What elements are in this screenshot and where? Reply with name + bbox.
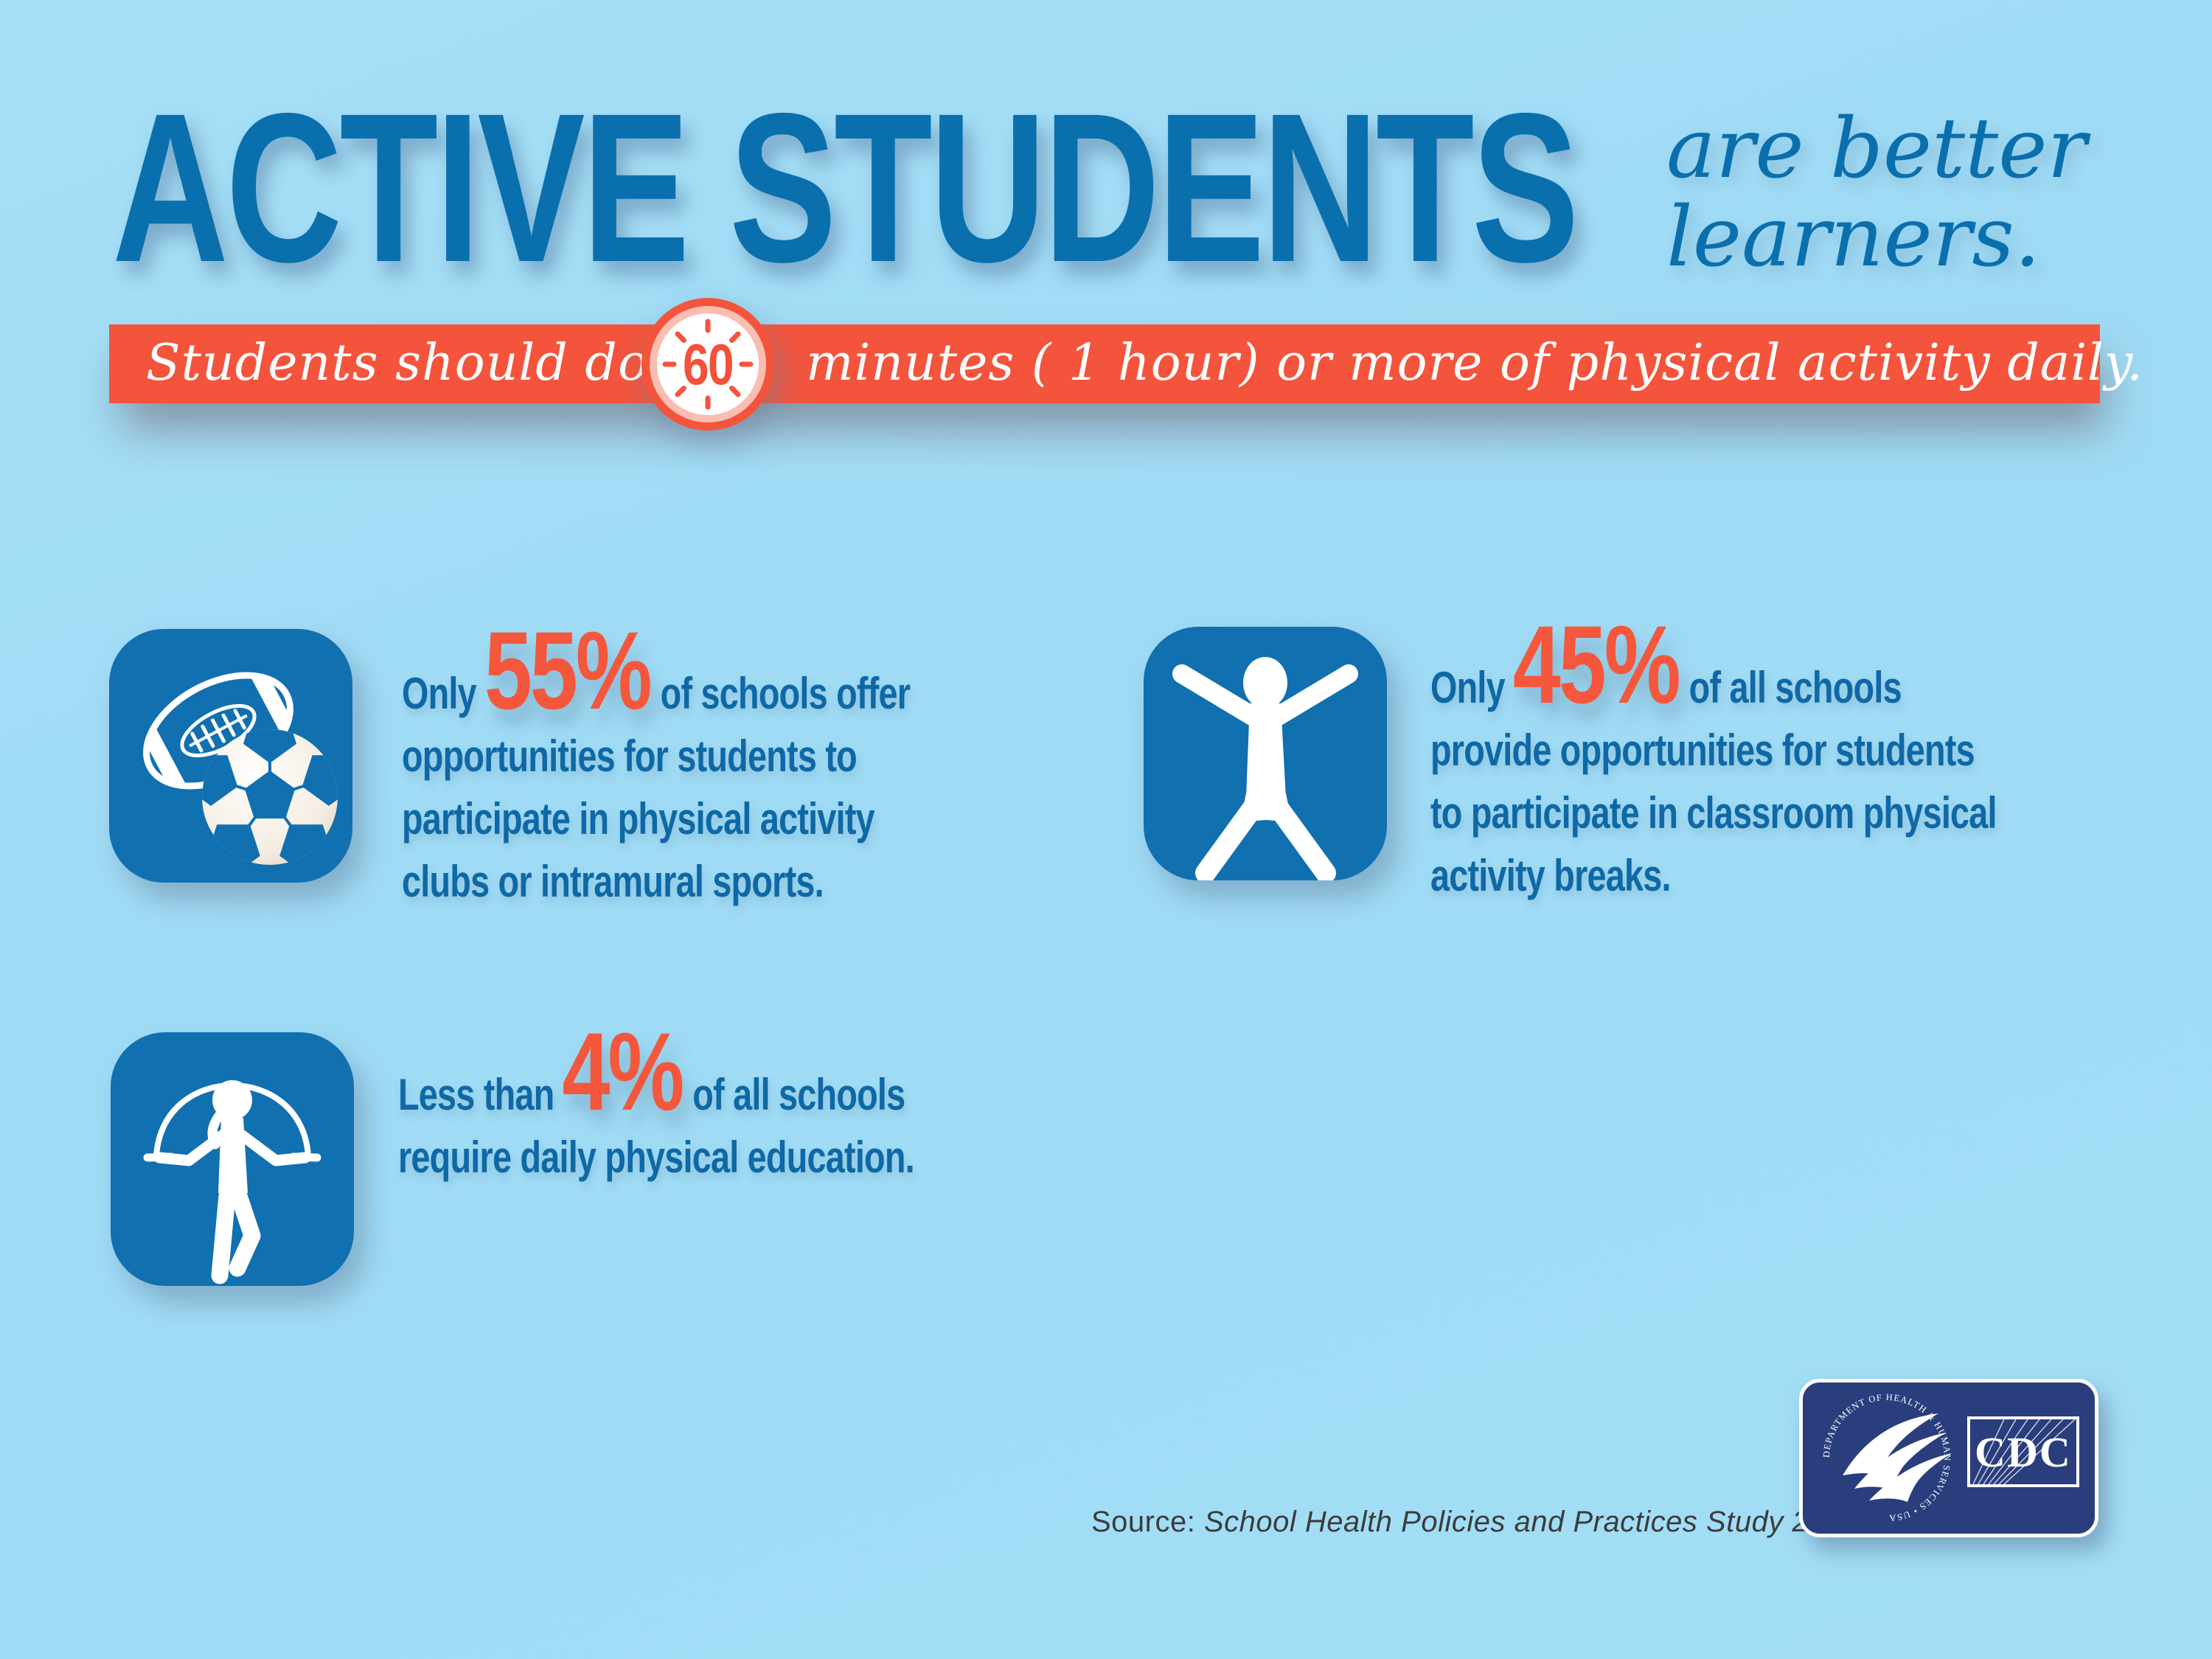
cdc-logo: DEPARTMENT OF HEALTH & HUMAN SERVICES • … (1799, 1379, 2098, 1537)
banner-lead-text: Students should do (146, 333, 649, 392)
stat-prefix: Less than (398, 1070, 554, 1119)
stat-line: of schools offer (660, 669, 911, 718)
stat-line: participate in physical activity (402, 794, 875, 844)
stat-line: clubs or intramural sports. (402, 857, 824, 906)
stat-line: opportunities for students to (402, 731, 858, 781)
stat-line: of all schools (1688, 663, 1902, 712)
clock-minutes-value: 60 (683, 331, 734, 397)
stat-prefix: Only (402, 669, 477, 718)
stat-daily-pe-text: Less than4% of all schools require daily … (398, 1016, 1085, 1189)
jumping-jack-icon (1172, 657, 1358, 880)
recommendation-banner: Students should do minutes ( 1 hour) or … (109, 298, 2143, 431)
source-text: School Health Policies and Practices Stu… (1203, 1506, 1860, 1538)
stat-line: provide opportunities for students (1430, 726, 1975, 775)
stat-activity-breaks-text: Only45% of all schools provide opportunit… (1430, 609, 2118, 907)
stat-prefix: Only (1430, 663, 1506, 712)
source-label: Source: (1091, 1506, 1196, 1538)
cdc-rays (1972, 1419, 2076, 1484)
stat-value: 45% (1512, 602, 1681, 726)
hhs-eagle-icon: DEPARTMENT OF HEALTH & HUMAN SERVICES • … (1821, 1392, 1952, 1523)
page-tagline: are better learners. (1666, 105, 2087, 282)
source-citation: Source: School Health Policies and Pract… (1091, 1504, 1859, 1540)
cdc-acronym-box: CDC (1967, 1416, 2079, 1487)
stat-tile-activity-breaks (1144, 627, 1387, 880)
banner-tail-text: minutes ( 1 hour) or more of physical ac… (806, 333, 2143, 392)
stat-value: 4% (562, 1009, 684, 1133)
stat-line: to participate in classroom physical (1430, 788, 1997, 838)
tagline-line-2: learners. (1666, 189, 2041, 285)
stat-line: require daily physical education. (398, 1133, 915, 1182)
stat-value: 55% (484, 608, 653, 732)
stat-sports-text: Only55% of schools offer opportunities fo… (402, 615, 1089, 913)
cdc-acronym: CDC (1975, 1427, 2072, 1476)
clock-icon: 60 (641, 298, 774, 431)
page-title: ACTIVE STUDENTS (112, 69, 1579, 307)
jump-rope-icon (143, 1080, 321, 1284)
stat-tile-daily-pe (111, 1032, 354, 1286)
clock-ticks (657, 313, 759, 415)
tagline-line-1: are better (1666, 101, 2087, 197)
stat-line: activity breaks. (1430, 851, 1672, 900)
stat-tile-sports (109, 629, 352, 883)
stat-line: of all schools (692, 1070, 905, 1119)
football-and-soccer-icon (132, 653, 338, 865)
clock-face: 60 (650, 306, 766, 422)
